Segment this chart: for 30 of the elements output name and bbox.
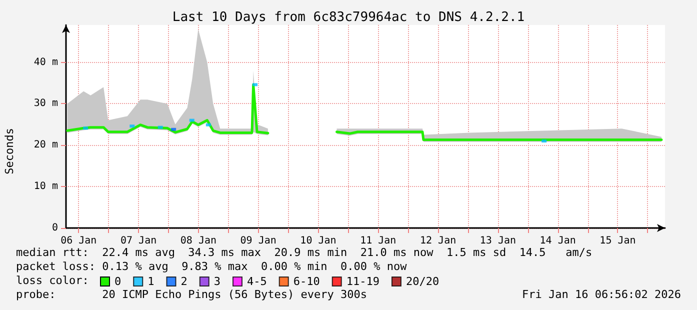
legend-title: loss color: (16, 274, 89, 287)
y-tick-label: 40 m (34, 56, 58, 68)
legend-label: 20/20 (406, 275, 440, 288)
text: probe: 20 ICMP Echo Pings (56 Bytes) every 300s (16, 288, 367, 301)
legend-label: 0 (114, 275, 122, 288)
text: median rtt: 22.4 ms avg 34.3 ms max 20.9 ms min 21.0 ms now 1.5 ms sd 14.5 am/s (16, 246, 592, 259)
legend-label: 1 (148, 275, 154, 288)
y-tick-label: 0 (52, 222, 58, 234)
legend-label: 3 (214, 275, 220, 288)
legend-label: 2 (180, 275, 188, 288)
x-tick-label: 08 Jan (180, 236, 217, 246)
y-tick-label: 20 m (34, 140, 58, 151)
x-tick-label: 11 Jan (360, 236, 396, 246)
chart-title: Last 10 Days from 6c83c79964ac to DNS 4.2.2.1 (172, 10, 525, 25)
x-tick-label: 15 Jan (600, 236, 636, 246)
x-tick-label: 09 Jan (240, 236, 276, 246)
x-tick-label: 12 Jan (420, 236, 456, 246)
y-tick-label: 30 m (34, 98, 58, 110)
x-tick-label: 07 Jan (120, 236, 157, 246)
y-tick-label: 10 m (34, 181, 58, 192)
text: packet loss: 0.13 % avg 9.83 % max 0.00 % min 0.00 % now (16, 260, 408, 273)
legend-label: 6-10 (293, 275, 320, 288)
legend-label: 11-19 (346, 275, 380, 288)
x-tick-label: 14 Jan (540, 236, 576, 246)
text: Fri Jan 16 06:56:02 2026 (522, 288, 682, 301)
x-tick-label: 06 Jan (60, 236, 97, 246)
x-tick-label: 10 Jan (300, 236, 336, 246)
x-tick-label: 13 Jan (480, 236, 516, 246)
y-axis-title: Seconds (3, 128, 16, 174)
legend-label: 4-5 (246, 275, 267, 288)
